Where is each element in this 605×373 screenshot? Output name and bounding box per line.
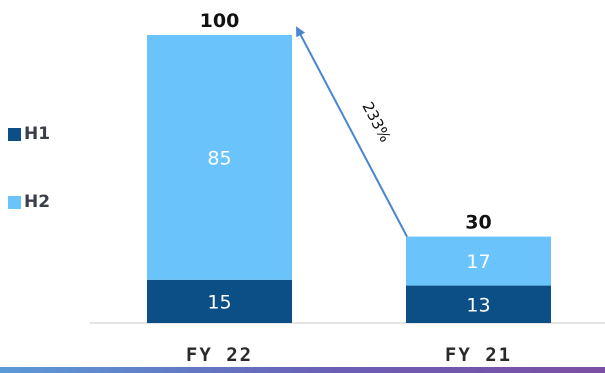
data-label-h2-fy-22: 85 bbox=[207, 147, 231, 169]
data-label-h2-fy-21: 17 bbox=[466, 251, 490, 273]
data-label-h1-fy-21: 13 bbox=[466, 294, 490, 316]
x-tick-label-fy-22: FY 22 bbox=[186, 344, 253, 366]
bottom-accent-strip bbox=[0, 367, 605, 373]
total-label-fy-21: 30 bbox=[465, 212, 491, 234]
bar-h1-fy-22 bbox=[147, 279, 292, 323]
x-tick-label-fy-21: FY 21 bbox=[445, 344, 512, 366]
legend-item-h2: H2 bbox=[8, 192, 50, 212]
total-label-fy-22: 100 bbox=[200, 10, 240, 32]
growth-annotation-label: 233% bbox=[358, 99, 394, 145]
growth-arrow bbox=[296, 26, 408, 238]
legend-label-h2: H2 bbox=[24, 192, 51, 212]
legend-swatch-h1 bbox=[8, 127, 21, 141]
legend-swatch-h2 bbox=[8, 195, 21, 209]
data-label-h1-fy-22: 15 bbox=[207, 291, 231, 313]
bar-h2-fy-22 bbox=[147, 35, 292, 280]
legend-item-h1: H1 bbox=[8, 124, 50, 144]
legend-label-h1: H1 bbox=[24, 124, 51, 144]
bar-h2-fy-21 bbox=[406, 236, 551, 286]
bar-h1-fy-21 bbox=[406, 285, 551, 323]
